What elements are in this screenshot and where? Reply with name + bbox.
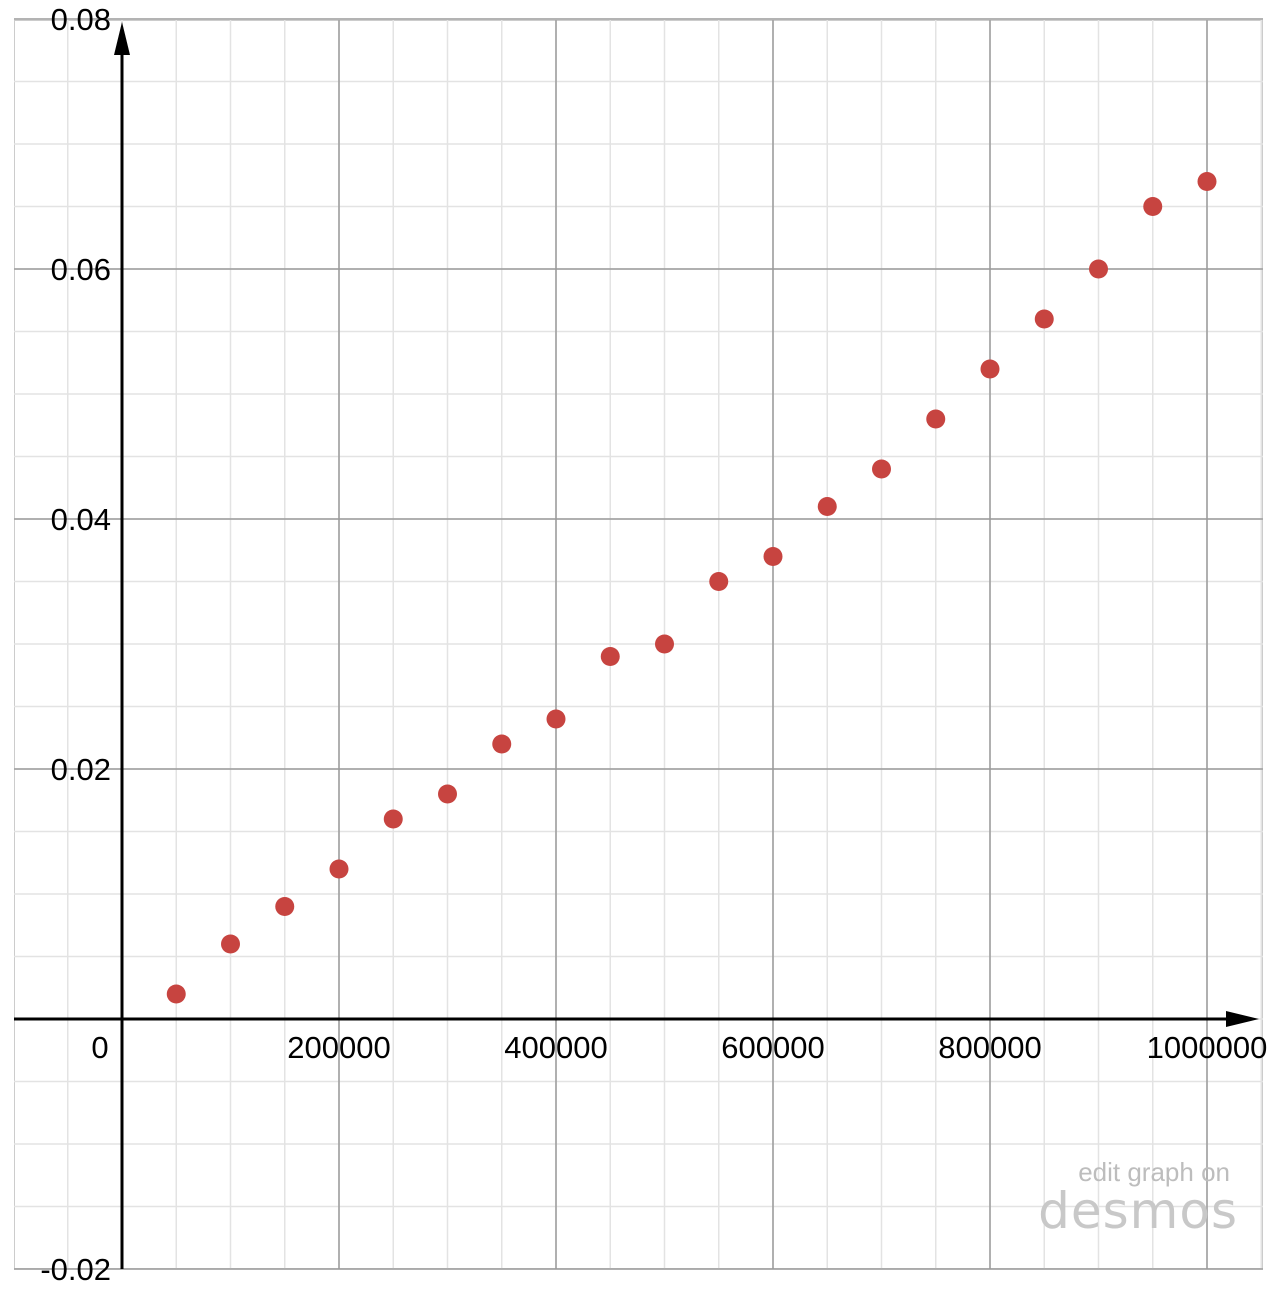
data-point (980, 359, 1000, 379)
data-point (329, 859, 349, 879)
x-tick-label: 800000 (938, 1030, 1041, 1065)
data-point (709, 572, 729, 591)
desmos-watermark[interactable]: edit graph on desmos (1038, 1157, 1238, 1240)
minor-grid (14, 20, 1263, 1270)
y-tick-label: 0.04 (51, 502, 111, 537)
x-tick-label: 600000 (721, 1030, 824, 1065)
y-tick-label: 0.02 (51, 752, 111, 787)
watermark-edit-text[interactable]: edit graph on (1078, 1157, 1230, 1187)
x-tick-label: 200000 (287, 1030, 390, 1065)
x-tick-label: 0 (91, 1030, 108, 1065)
data-point (1197, 172, 1217, 191)
x-tick-label: 1000000 (1147, 1030, 1268, 1065)
data-point (655, 634, 674, 654)
data-point (438, 784, 457, 804)
tick-labels: 0 200000 400000 600000 800000 1000000 -0.02 0.0… (40, 2, 1267, 1287)
data-point (1143, 197, 1163, 216)
data-point (872, 459, 891, 479)
data-point (221, 934, 240, 954)
y-tick-label: 0.08 (51, 2, 111, 37)
data-point (492, 734, 512, 754)
data-point (763, 547, 783, 566)
y-tick-label: 0.06 (51, 252, 111, 287)
data-point (166, 984, 186, 1004)
data-point (926, 409, 946, 429)
y-tick-label: -0.02 (40, 1252, 111, 1287)
watermark-logo[interactable]: desmos (1038, 1182, 1238, 1240)
data-point (817, 497, 837, 516)
x-axis-arrow (1226, 1011, 1259, 1027)
x-tick-label: 400000 (504, 1030, 607, 1065)
data-point (1034, 309, 1054, 329)
data-point (600, 647, 620, 666)
data-point (546, 709, 566, 729)
data-point (1089, 259, 1108, 279)
data-point (383, 809, 403, 829)
major-grid (14, 18, 1263, 1270)
axes (14, 22, 1259, 1269)
y-axis-arrow (114, 22, 130, 55)
data-point (275, 897, 295, 916)
data-points (166, 172, 1217, 1004)
